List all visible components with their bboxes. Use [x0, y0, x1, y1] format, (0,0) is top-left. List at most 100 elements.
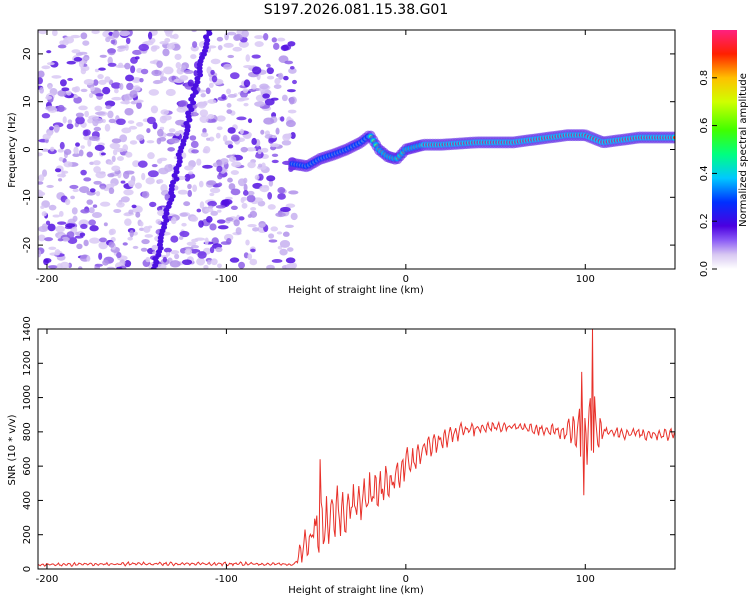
heatmap-cell	[183, 121, 190, 127]
heatmap-cell	[57, 148, 64, 153]
heatmap-cell	[41, 223, 48, 231]
heatmap-cell	[188, 171, 194, 175]
heatmap-cell	[284, 224, 294, 228]
heatmap-cell	[104, 100, 116, 107]
heatmap-cell	[243, 79, 251, 88]
heatmap-cell	[250, 207, 257, 211]
heatmap-cell	[120, 180, 126, 184]
heatmap-cell	[292, 79, 297, 85]
heatmap-cell	[94, 111, 106, 116]
heatmap-cell	[290, 212, 298, 221]
heatmap-cell	[234, 33, 243, 41]
heatmap-cell	[249, 258, 258, 266]
heatmap-cell	[124, 218, 132, 226]
heatmap-cell	[193, 69, 198, 77]
heatmap-cell	[247, 214, 253, 219]
heatmap-cell	[126, 82, 134, 91]
heatmap-cell	[175, 61, 182, 69]
heatmap-cell	[223, 42, 234, 48]
heatmap-cell	[245, 147, 257, 152]
heatmap-cell	[192, 41, 198, 48]
heatmap-cell	[38, 77, 43, 85]
heatmap-cell	[75, 116, 85, 125]
heatmap-cell	[106, 266, 116, 269]
heatmap-cell	[91, 30, 100, 35]
heatmap-cell	[150, 45, 158, 52]
heatmap-cell	[108, 241, 115, 248]
heatmap-cell	[174, 130, 181, 137]
heatmap-cell	[222, 135, 228, 142]
heatmap-cell	[116, 266, 123, 269]
heatmap-cell	[251, 54, 261, 59]
heatmap-cell	[119, 30, 131, 37]
heatmap-cell	[210, 210, 219, 216]
snr-line-plot	[38, 329, 675, 567]
heatmap-cell	[254, 41, 264, 47]
heatmap-cell	[187, 79, 195, 87]
heatmap-cell	[250, 248, 256, 253]
heatmap-cell	[49, 146, 55, 152]
heatmap-cell	[216, 126, 223, 131]
colorbar-scale	[712, 30, 737, 269]
heatmap-cell	[121, 127, 132, 134]
heatmap-cell	[227, 144, 234, 149]
heatmap-cell	[98, 241, 108, 250]
heatmap-cell	[77, 266, 83, 269]
heatmap-cell	[254, 153, 262, 159]
heatmap-cell	[105, 105, 112, 110]
x-tick-label: 100	[576, 274, 595, 285]
heatmap-cell	[99, 201, 111, 207]
heatmap-cell	[48, 204, 57, 211]
heatmap-cell	[116, 201, 125, 208]
heatmap-cell	[169, 260, 181, 268]
heatmap-cell	[115, 118, 126, 126]
heatmap-cell	[150, 105, 159, 114]
heatmap-cell	[107, 56, 113, 65]
heatmap-cell	[230, 170, 240, 175]
heatmap-cell	[230, 72, 240, 80]
heatmap-cell	[38, 174, 45, 182]
heatmap-cell	[179, 230, 190, 238]
heatmap-cell	[151, 163, 158, 168]
heatmap-cell	[285, 257, 296, 264]
heatmap-cell	[190, 140, 199, 149]
heatmap-cell	[181, 259, 193, 266]
heatmap-cell	[226, 31, 237, 36]
heatmap-cell	[56, 221, 67, 225]
heatmap-cell	[78, 149, 84, 157]
heatmap-cell	[41, 211, 47, 217]
colorbar-tick-label: 0.2	[699, 213, 710, 229]
heatmap-cell	[141, 238, 150, 245]
heatmap-cell	[108, 118, 117, 124]
heatmap-cell	[90, 86, 95, 92]
spectrogram-heatmap	[38, 30, 675, 269]
heatmap-cell	[99, 237, 107, 243]
heatmap-cell	[159, 41, 169, 45]
heatmap-cell	[170, 216, 177, 225]
heatmap-cell	[111, 155, 116, 163]
heatmap-cell	[155, 218, 162, 225]
heatmap-cell	[207, 99, 217, 104]
heatmap-cell	[209, 246, 215, 254]
heatmap-cell	[129, 90, 138, 99]
heatmap-cell	[53, 124, 60, 133]
heatmap-cell	[38, 30, 48, 35]
heatmap-cell	[179, 212, 188, 217]
heatmap-cell	[266, 67, 274, 75]
heatmap-cell	[128, 125, 138, 130]
heatmap-cell	[227, 177, 233, 183]
heatmap-cell	[286, 89, 296, 93]
heatmap-cell	[89, 237, 100, 244]
heatmap-cell	[215, 132, 221, 139]
heatmap-cell	[217, 173, 223, 180]
heatmap-cell	[264, 134, 274, 139]
figure-title: S197.2026.081.15.38.G01	[264, 2, 449, 18]
snr-y-axis-label: SNR (10 * v/v)	[7, 414, 18, 485]
heatmap-cell	[246, 194, 256, 203]
heatmap-cell	[153, 79, 164, 84]
heatmap-cell	[38, 191, 46, 197]
heatmap-cell	[287, 133, 292, 139]
heatmap-cell	[38, 234, 46, 242]
heatmap-cell	[200, 132, 209, 138]
heatmap-cell	[165, 88, 176, 97]
